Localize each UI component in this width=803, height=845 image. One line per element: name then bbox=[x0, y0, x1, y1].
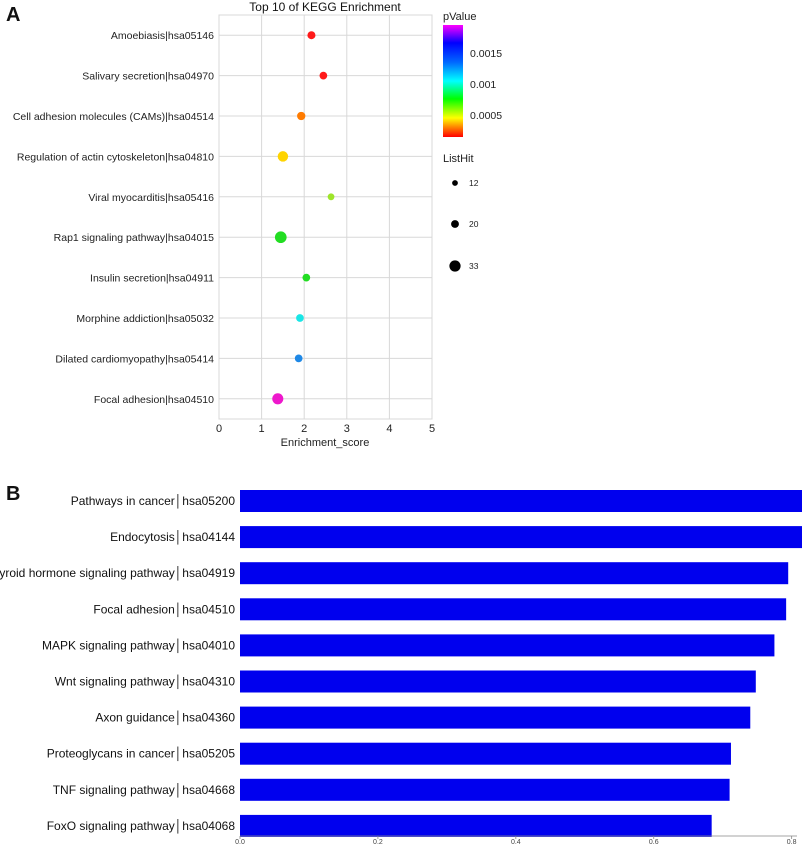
chart-b-bars bbox=[240, 490, 802, 837]
chart-a-point bbox=[296, 314, 304, 322]
chart-b-bar bbox=[240, 598, 787, 621]
chart-a-grid bbox=[218, 15, 433, 419]
chart-a-x-tick-label: 2 bbox=[301, 423, 307, 435]
chart-a: Amoebiasis|hsa05146 Salivary secretion|hs… bbox=[13, 14, 435, 449]
panel-a-label: A bbox=[6, 4, 20, 26]
chart-a-point bbox=[274, 231, 287, 244]
legend-pvalue-title: pValue bbox=[443, 11, 476, 23]
chart-b-bar bbox=[240, 490, 802, 512]
chart-a-x-tick-label: 4 bbox=[386, 423, 392, 435]
chart-b-x-tick-label: 0.2 bbox=[373, 839, 383, 845]
chart-a-x-tick-label: 5 bbox=[429, 423, 435, 435]
legend-listhit-label: 33 bbox=[469, 261, 479, 271]
chart-a-y-tick-label: Rap1 signaling pathway|hsa04015 bbox=[54, 232, 215, 244]
legend-pvalue-tick-label: 0.0015 bbox=[470, 48, 502, 60]
legend-listhit-dot bbox=[451, 220, 459, 228]
chart-b-bar bbox=[240, 634, 775, 657]
chart-b-bar bbox=[240, 778, 730, 801]
chart-a-x-tick-label: 1 bbox=[259, 423, 265, 435]
panel-b-label: B bbox=[6, 483, 20, 505]
legend-listhit-label: 12 bbox=[469, 178, 479, 188]
chart-b: Pathways in cancer│hsa05200 Endocytosis│h… bbox=[0, 490, 802, 845]
chart-a-x-tick-label: 3 bbox=[344, 423, 350, 435]
chart-a-y-tick-label: Salivary secretion|hsa04970 bbox=[82, 71, 214, 83]
chart-b-y-tick-label: Thyroid hormone signaling pathway│hsa049… bbox=[0, 566, 235, 581]
chart-a-point bbox=[294, 354, 303, 363]
chart-b-y-tick-label: TNF signaling pathway│hsa04668 bbox=[53, 783, 236, 798]
chart-b-x-tick-label: 0.0 bbox=[235, 839, 245, 845]
chart-b-x-tick-label: 0.6 bbox=[649, 839, 659, 845]
chart-b-y-tick-label: MAPK signaling pathway│hsa04010 bbox=[42, 638, 235, 653]
chart-b-y-tick-label: Axon guidance│hsa04360 bbox=[95, 711, 235, 726]
legend-pvalue-tick-label: 0.001 bbox=[470, 79, 496, 91]
chart-b-bar bbox=[240, 670, 756, 693]
chart-a-x-tick-label: 0 bbox=[216, 423, 222, 435]
chart-b-y-tick-label: Proteoglycans in cancer│hsa05205 bbox=[47, 747, 236, 762]
chart-a-point bbox=[327, 193, 335, 201]
chart-b-y-tick-label: Pathways in cancer│hsa05200 bbox=[71, 494, 236, 509]
chart-a-title: Top 10 of KEGG Enrichment bbox=[249, 0, 401, 14]
chart-a-y-tick-label: Dilated cardiomyopathy|hsa05414 bbox=[55, 353, 214, 365]
legend-pvalue-colorbar bbox=[443, 25, 463, 137]
chart-a-y-tick-label: Regulation of actin cytoskeleton|hsa0481… bbox=[17, 151, 214, 163]
chart-a-point bbox=[307, 31, 316, 40]
chart-a-point bbox=[319, 71, 328, 80]
chart-b-x-ticks: 0.0 0.2 0.4 0.6 0.8 bbox=[235, 836, 797, 845]
chart-b-x-tick-label: 0.8 bbox=[787, 839, 797, 845]
legend-listhit-label: 20 bbox=[469, 219, 479, 229]
chart-a-point bbox=[277, 151, 289, 162]
chart-b-y-tick-label: Endocytosis│hsa04144 bbox=[110, 530, 235, 545]
chart-b-bar bbox=[240, 742, 731, 765]
legend-listhit-sizes: 12 20 33 bbox=[449, 178, 479, 272]
chart-b-y-tick-label: Wnt signaling pathway│hsa04310 bbox=[55, 675, 236, 690]
legend-listhit-title: ListHit bbox=[443, 153, 474, 165]
chart-a-legend: pValue 0.0015 0.001 0.0005 ListHit 12 20 33 bbox=[443, 11, 502, 272]
chart-a-point bbox=[297, 111, 306, 121]
chart-a-plot-area bbox=[218, 14, 433, 420]
chart-a-y-tick-label: Cell adhesion molecules (CAMs)|hsa04514 bbox=[13, 111, 214, 123]
chart-b-bar bbox=[240, 562, 789, 585]
chart-a-y-tick-label: Viral myocarditis|hsa05416 bbox=[88, 192, 214, 204]
legend-pvalue-ticks: 0.0015 0.001 0.0005 bbox=[463, 48, 502, 122]
chart-a-points bbox=[272, 31, 335, 405]
chart-a-y-tick-label: Insulin secretion|hsa04911 bbox=[90, 273, 214, 285]
chart-b-x-tick-label: 0.4 bbox=[511, 839, 521, 845]
legend-listhit-dot bbox=[452, 180, 458, 186]
chart-b-bar bbox=[240, 526, 802, 549]
chart-a-y-tick-label: Morphine addiction|hsa05032 bbox=[76, 313, 214, 325]
legend-pvalue-tick-label: 0.0005 bbox=[470, 110, 502, 122]
chart-a-x-axis-label: Enrichment_score bbox=[281, 437, 370, 449]
chart-b-bar bbox=[240, 706, 751, 729]
chart-a-x-ticks: 0 1 2 3 4 5 bbox=[216, 423, 435, 435]
chart-a-y-labels: Amoebiasis|hsa05146 Salivary secretion|hs… bbox=[13, 30, 214, 406]
chart-b-y-tick-label: FoxO signaling pathway│hsa04068 bbox=[47, 819, 236, 834]
chart-b-bar bbox=[240, 814, 712, 837]
chart-a-y-tick-label: Amoebiasis|hsa05146 bbox=[111, 30, 214, 42]
chart-b-y-labels: Pathways in cancer│hsa05200 Endocytosis│h… bbox=[0, 494, 235, 834]
chart-b-y-tick-label: Focal adhesion│hsa04510 bbox=[93, 602, 235, 617]
chart-a-point bbox=[302, 273, 311, 282]
legend-listhit-dot bbox=[449, 260, 461, 272]
chart-a-point bbox=[272, 393, 284, 405]
chart-a-y-tick-label: Focal adhesion|hsa04510 bbox=[94, 394, 214, 406]
